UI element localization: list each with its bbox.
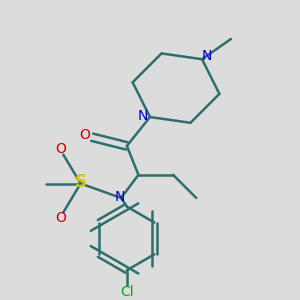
Text: Cl: Cl bbox=[120, 285, 134, 299]
Text: N: N bbox=[115, 190, 125, 203]
Text: N: N bbox=[202, 49, 212, 63]
Text: O: O bbox=[80, 128, 90, 142]
Text: O: O bbox=[55, 211, 66, 225]
Text: O: O bbox=[55, 142, 66, 156]
Text: N: N bbox=[138, 109, 148, 123]
Text: S: S bbox=[75, 173, 87, 191]
